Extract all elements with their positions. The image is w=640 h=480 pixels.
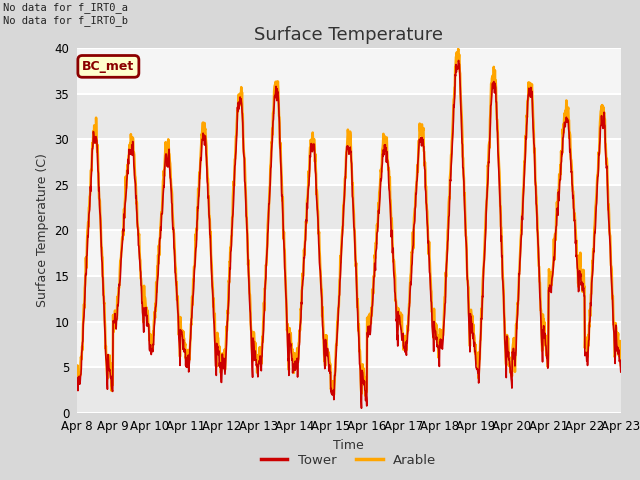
- Bar: [77, 48, 621, 94]
- Text: BC_met: BC_met: [82, 60, 134, 73]
- Bar: [77, 94, 621, 139]
- Y-axis label: Surface Temperature (C): Surface Temperature (C): [36, 154, 49, 307]
- Legend: Tower, Arable: Tower, Arable: [256, 448, 442, 472]
- X-axis label: Time: Time: [333, 439, 364, 452]
- Bar: [77, 322, 621, 367]
- Bar: [77, 276, 621, 322]
- Title: Surface Temperature: Surface Temperature: [254, 25, 444, 44]
- Text: No data for f_IRT0_a
No data for f_IRT0_b: No data for f_IRT0_a No data for f_IRT0_…: [3, 2, 128, 26]
- Bar: [77, 230, 621, 276]
- Bar: [77, 139, 621, 185]
- Bar: [77, 367, 621, 413]
- Bar: [77, 185, 621, 230]
